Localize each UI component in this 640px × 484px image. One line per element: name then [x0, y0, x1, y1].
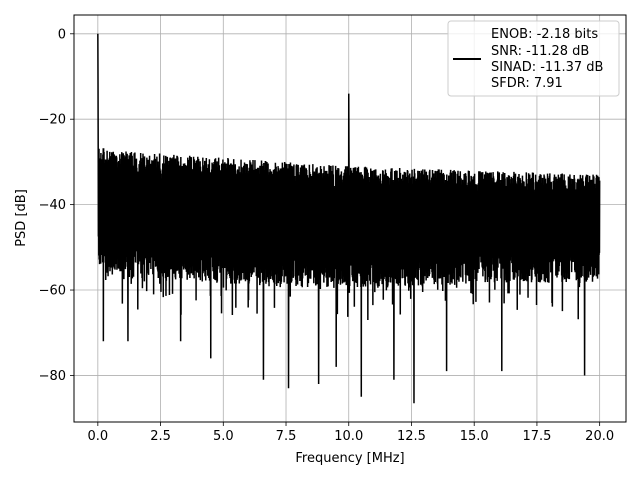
- x-tick-label: 7.5: [276, 429, 297, 444]
- legend-entry-sinad: SINAD: -11.37 dB: [491, 60, 603, 75]
- legend-box: [447, 20, 620, 97]
- x-tick-label: 20.0: [585, 429, 614, 444]
- x-tick-label: 2.5: [150, 429, 171, 444]
- psd-trace: [97, 33, 601, 404]
- y-tick-label: −80: [39, 369, 66, 384]
- axis-ticks: 0.0 2.5 5.0 7.5 10.0 12.5 15.0 17.5 20.0 0 −20 −40 −…: [39, 27, 615, 444]
- y-tick-label: −20: [39, 113, 66, 128]
- y-tick-label: 0: [58, 27, 66, 42]
- y-tick-label: −40: [39, 198, 66, 213]
- psd-series-line: [97, 33, 601, 404]
- x-tick-label: 5.0: [213, 429, 234, 444]
- axes-frame: [73, 14, 627, 423]
- x-tick-label: 10.0: [334, 429, 363, 444]
- x-tick-label: 0.0: [87, 429, 108, 444]
- y-tick-label: −60: [39, 284, 66, 299]
- x-axis-label: Frequency [MHz]: [295, 451, 404, 466]
- x-tick-label: 15.0: [460, 429, 489, 444]
- legend-entry-snr: SNR: -11.28 dB: [491, 44, 589, 59]
- x-tick-label: 12.5: [397, 429, 426, 444]
- legend-entry-sfdr: SFDR: 7.91: [491, 76, 563, 91]
- y-axis-label: PSD [dB]: [14, 189, 29, 247]
- x-tick-label: 17.5: [522, 429, 551, 444]
- legend: ENOB: -2.18 bits SNR: -11.28 dB SINAD: -…: [447, 20, 620, 97]
- legend-entry-enob: ENOB: -2.18 bits: [491, 27, 598, 42]
